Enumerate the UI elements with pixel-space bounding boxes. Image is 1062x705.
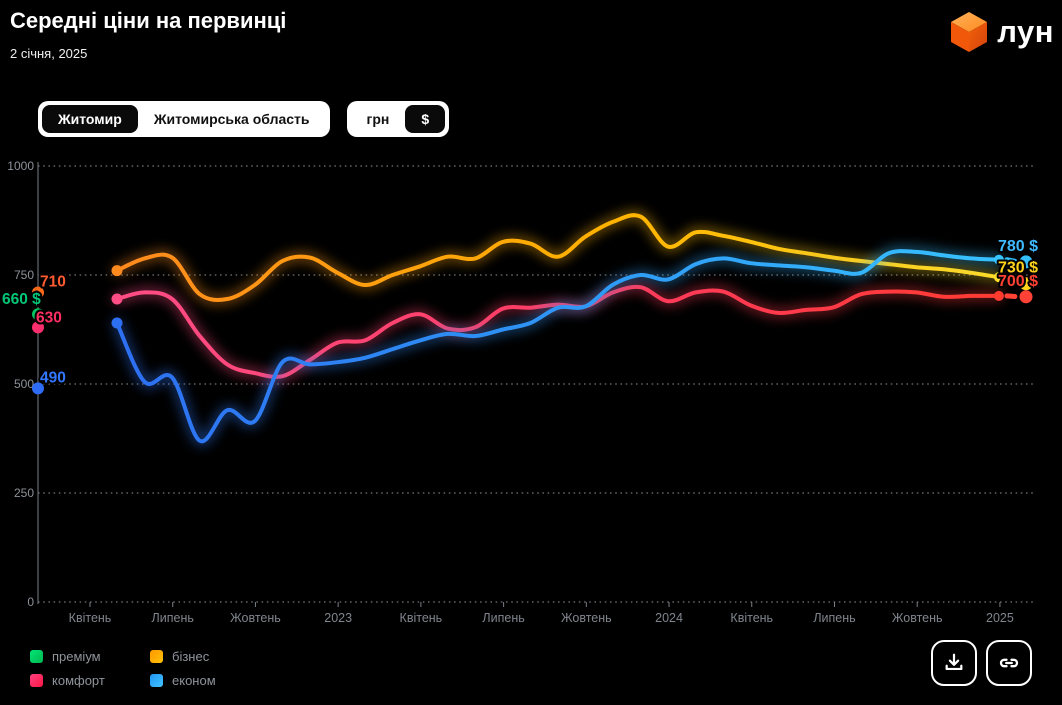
x-tick-label: Квітень (69, 611, 112, 625)
report-date: 2 січня, 2025 (10, 46, 88, 61)
legend-label-business: бізнес (172, 648, 210, 664)
currency-toggle: грн $ (346, 101, 450, 137)
end-marker-label-comfort: 700 $ (998, 273, 1038, 290)
series-glow-econom (112, 246, 1004, 446)
legend-label-econom: економ (172, 672, 216, 688)
x-tick-label: 2024 (655, 611, 683, 625)
x-tick-label: 2023 (324, 611, 352, 625)
y-tick-label: 750 (14, 268, 34, 282)
region-option-1[interactable]: Житомирська область (153, 111, 310, 127)
download-button[interactable] (931, 640, 977, 686)
x-tick-label: Квітень (400, 611, 443, 625)
legend-swatch-econom (150, 673, 163, 687)
series-first-dot-comfort (111, 293, 123, 305)
y-tick-label: 500 (14, 377, 34, 391)
series-line-business (115, 213, 1001, 302)
lun-logo[interactable]: лун (949, 10, 1054, 54)
legend-swatch-business (150, 649, 163, 663)
series-glow-comfort (112, 282, 1004, 382)
copy-link-button[interactable] (986, 640, 1032, 686)
region-toggle: Житомир Житомирська область (38, 101, 330, 137)
start-marker-dot-comfort (32, 321, 44, 334)
end-marker-dash-comfort (1004, 293, 1022, 300)
legend-item-econom[interactable]: економ (150, 673, 270, 688)
currency-option-0[interactable]: грн (366, 111, 390, 127)
series-first-dot-business (111, 265, 123, 277)
end-marker-dot-business (1019, 277, 1033, 291)
legend-swatch-premium (30, 649, 43, 663)
end-marker-dash-econom (1004, 257, 1022, 265)
controls-row: Житомир Житомирська область грн $ (38, 101, 450, 137)
legend-swatch-comfort (30, 673, 43, 687)
end-marker-label-econom: 780 $ (998, 238, 1038, 255)
legend-item-premium[interactable]: преміум (30, 649, 150, 664)
series-last-dot-econom (993, 254, 1004, 265)
y-tick-label: 0 (27, 595, 34, 609)
x-tick-label: Жовтень (230, 611, 281, 625)
series-last-dot-business (993, 272, 1004, 283)
start-marker-label-econom: 490 (40, 369, 66, 386)
lun-logo-text: лун (997, 14, 1054, 49)
end-marker-dot-econom (1019, 255, 1033, 269)
x-tick-label: Липень (152, 611, 194, 625)
link-icon (999, 658, 1019, 668)
x-tick-label: Липень (482, 611, 524, 625)
start-marker-dot-business (32, 286, 44, 299)
legend-item-comfort[interactable]: комфорт (30, 673, 150, 688)
end-marker-dash-business (1004, 274, 1022, 287)
x-tick-label: Липень (813, 611, 855, 625)
currency-option-1[interactable]: $ (405, 105, 446, 133)
download-icon (945, 653, 963, 671)
region-option-0[interactable]: Житомир (42, 105, 138, 133)
start-marker-label-comfort: 630 (36, 309, 62, 326)
start-marker-label-business: 710 (40, 273, 66, 290)
end-marker-label-business: 730 $ (998, 260, 1038, 277)
x-tick-label: Жовтень (561, 611, 612, 625)
x-tick-label: Квітень (730, 611, 773, 625)
legend-label-comfort: комфорт (52, 672, 105, 688)
x-tick-label: 2025 (986, 611, 1014, 625)
action-buttons (931, 640, 1032, 686)
start-marker-dot-econom (32, 382, 44, 395)
end-marker-dot-comfort (1019, 290, 1033, 304)
start-marker-label-premium: 660 $ (2, 291, 41, 308)
x-tick-label: Жовтень (892, 611, 943, 625)
legend-item-business[interactable]: бізнес (150, 649, 270, 664)
start-marker-dot-premium (32, 308, 44, 321)
series-first-dot-econom (111, 317, 123, 329)
series-line-econom (115, 249, 1001, 444)
legend-label-premium: преміум (52, 648, 101, 664)
series-last-dot-comfort (993, 290, 1004, 301)
page-title: Середні ціни на первинці (10, 8, 287, 33)
y-tick-label: 250 (14, 486, 34, 500)
lun-cube-icon (951, 12, 988, 52)
y-tick-label: 1000 (7, 159, 34, 173)
chart-legend: преміум бізнес комфорт економ (30, 644, 270, 692)
header: Середні ціни на первинці 2 січня, 2025 л… (0, 0, 1062, 80)
